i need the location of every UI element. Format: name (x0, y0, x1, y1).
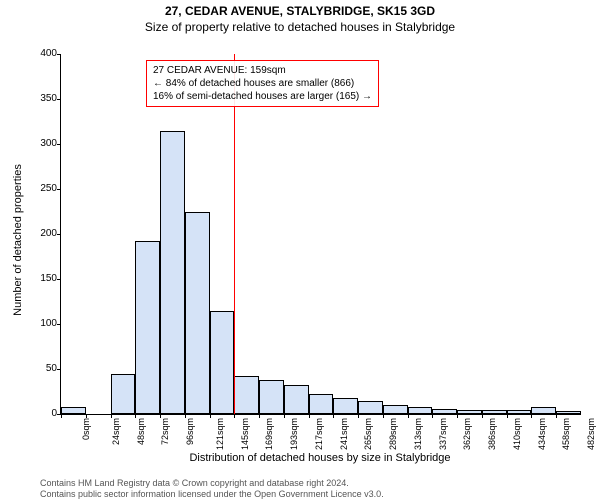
histogram-bar (234, 376, 259, 414)
y-tick-mark (57, 324, 61, 325)
x-tick-label: 337sqm (438, 418, 448, 450)
x-tick-mark (432, 414, 433, 418)
x-tick-label: 121sqm (215, 418, 225, 450)
x-tick-label: 386sqm (487, 418, 497, 450)
x-tick-mark (234, 414, 235, 418)
y-tick-mark (57, 189, 61, 190)
x-tick-mark (111, 414, 112, 418)
histogram-bar (482, 410, 507, 414)
y-tick-label: 150 (27, 274, 57, 284)
x-tick-mark (408, 414, 409, 418)
histogram-bar (309, 394, 334, 414)
x-tick-mark (185, 414, 186, 418)
x-tick-label: 458sqm (562, 418, 572, 450)
chart-container: 0501001502002503003504000sqm24sqm48sqm72… (60, 54, 580, 414)
x-tick-mark (284, 414, 285, 418)
y-tick-label: 100 (27, 319, 57, 329)
x-tick-label: 362sqm (462, 418, 472, 450)
y-tick-mark (57, 144, 61, 145)
histogram-bar (284, 385, 309, 414)
x-tick-label: 410sqm (512, 418, 522, 450)
histogram-bar (556, 411, 581, 414)
histogram-bar (210, 311, 235, 415)
info-box: 27 CEDAR AVENUE: 159sqm← 84% of detached… (146, 60, 379, 107)
info-box-line: 27 CEDAR AVENUE: 159sqm (153, 64, 372, 77)
marker-line (234, 54, 235, 414)
histogram-bar (333, 398, 358, 414)
histogram-bar (111, 374, 136, 415)
x-tick-mark (556, 414, 557, 418)
x-tick-label: 265sqm (363, 418, 373, 450)
x-tick-mark (86, 414, 87, 418)
x-tick-label: 169sqm (264, 418, 274, 450)
histogram-bar (160, 131, 185, 415)
y-tick-label: 250 (27, 184, 57, 194)
y-tick-label: 300 (27, 139, 57, 149)
x-tick-label: 24sqm (111, 418, 121, 445)
x-tick-mark (457, 414, 458, 418)
y-tick-mark (57, 54, 61, 55)
x-tick-label: 145sqm (240, 418, 250, 450)
histogram-bar (135, 241, 160, 414)
title-sub: Size of property relative to detached ho… (0, 20, 600, 34)
x-tick-mark (309, 414, 310, 418)
histogram-bar (531, 407, 556, 414)
x-tick-mark (135, 414, 136, 418)
y-tick-mark (57, 369, 61, 370)
x-tick-mark (383, 414, 384, 418)
x-tick-label: 241sqm (339, 418, 349, 450)
x-tick-mark (507, 414, 508, 418)
histogram-bar (61, 407, 86, 414)
histogram-bar (383, 405, 408, 414)
x-tick-label: 72sqm (160, 418, 170, 445)
x-tick-label: 193sqm (289, 418, 299, 450)
histogram-bar (432, 409, 457, 414)
footer-line-2: Contains public sector information licen… (40, 489, 384, 500)
x-tick-label: 48sqm (136, 418, 146, 445)
y-tick-label: 50 (27, 364, 57, 374)
histogram-bar (408, 407, 433, 414)
y-tick-label: 400 (27, 49, 57, 59)
histogram-bar (457, 410, 482, 415)
x-tick-mark (482, 414, 483, 418)
x-tick-mark (333, 414, 334, 418)
footer: Contains HM Land Registry data © Crown c… (40, 478, 384, 500)
footer-line-1: Contains HM Land Registry data © Crown c… (40, 478, 384, 489)
x-tick-label: 434sqm (537, 418, 547, 450)
y-tick-label: 200 (27, 229, 57, 239)
y-tick-mark (57, 99, 61, 100)
info-box-line: 16% of semi-detached houses are larger (… (153, 90, 372, 103)
title-main: 27, CEDAR AVENUE, STALYBRIDGE, SK15 3GD (0, 4, 600, 18)
x-tick-mark (61, 414, 62, 418)
histogram-bar (185, 212, 210, 415)
y-tick-label: 350 (27, 94, 57, 104)
x-tick-label: 96sqm (185, 418, 195, 445)
histogram-bar (259, 380, 284, 414)
plot-area: 0501001502002503003504000sqm24sqm48sqm72… (60, 54, 581, 415)
histogram-bar (358, 401, 383, 415)
y-axis-label: Number of detached properties (12, 164, 24, 316)
x-tick-mark (259, 414, 260, 418)
x-tick-label: 482sqm (586, 418, 596, 450)
y-tick-mark (57, 279, 61, 280)
x-tick-mark (160, 414, 161, 418)
x-tick-label: 217sqm (314, 418, 324, 450)
y-tick-label: 0 (27, 409, 57, 419)
x-tick-mark (531, 414, 532, 418)
x-axis-label: Distribution of detached houses by size … (60, 452, 580, 464)
x-tick-label: 313sqm (413, 418, 423, 450)
x-tick-label: 0sqm (81, 418, 91, 440)
y-tick-mark (57, 234, 61, 235)
x-tick-mark (358, 414, 359, 418)
x-tick-mark (210, 414, 211, 418)
histogram-bar (507, 410, 532, 414)
x-tick-label: 289sqm (388, 418, 398, 450)
info-box-line: ← 84% of detached houses are smaller (86… (153, 77, 372, 90)
